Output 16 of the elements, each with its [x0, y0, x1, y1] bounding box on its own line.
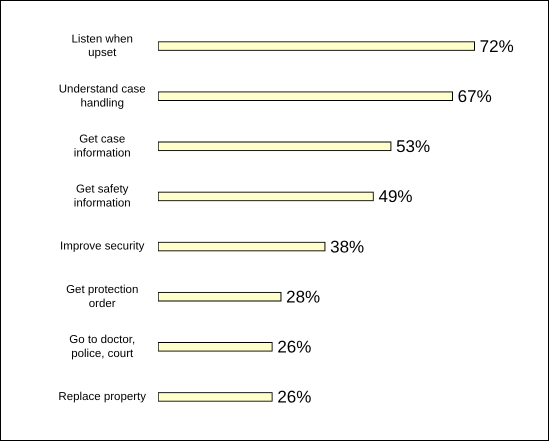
- data-label: 53%: [396, 137, 430, 156]
- y-tick-label: Get safety information: [74, 184, 131, 210]
- y-tick-label: Improve security: [60, 240, 145, 253]
- data-label: 26%: [277, 338, 312, 356]
- data-label: 28%: [286, 287, 320, 306]
- data-label: 38%: [330, 237, 364, 256]
- y-tick-label: Listen when upset: [72, 33, 133, 60]
- y-tick-label: Understand case handling: [58, 83, 146, 110]
- y-tick-label: Replace property: [58, 391, 146, 404]
- data-label: 72%: [480, 36, 514, 56]
- y-tick-label: Get case information: [74, 134, 131, 160]
- y-tick-label: Go to doctor, police, court: [69, 334, 136, 360]
- data-label: 67%: [458, 86, 492, 106]
- data-label: 26%: [277, 388, 312, 407]
- data-label: 49%: [378, 187, 413, 206]
- y-tick-label: Get protection order: [66, 284, 138, 310]
